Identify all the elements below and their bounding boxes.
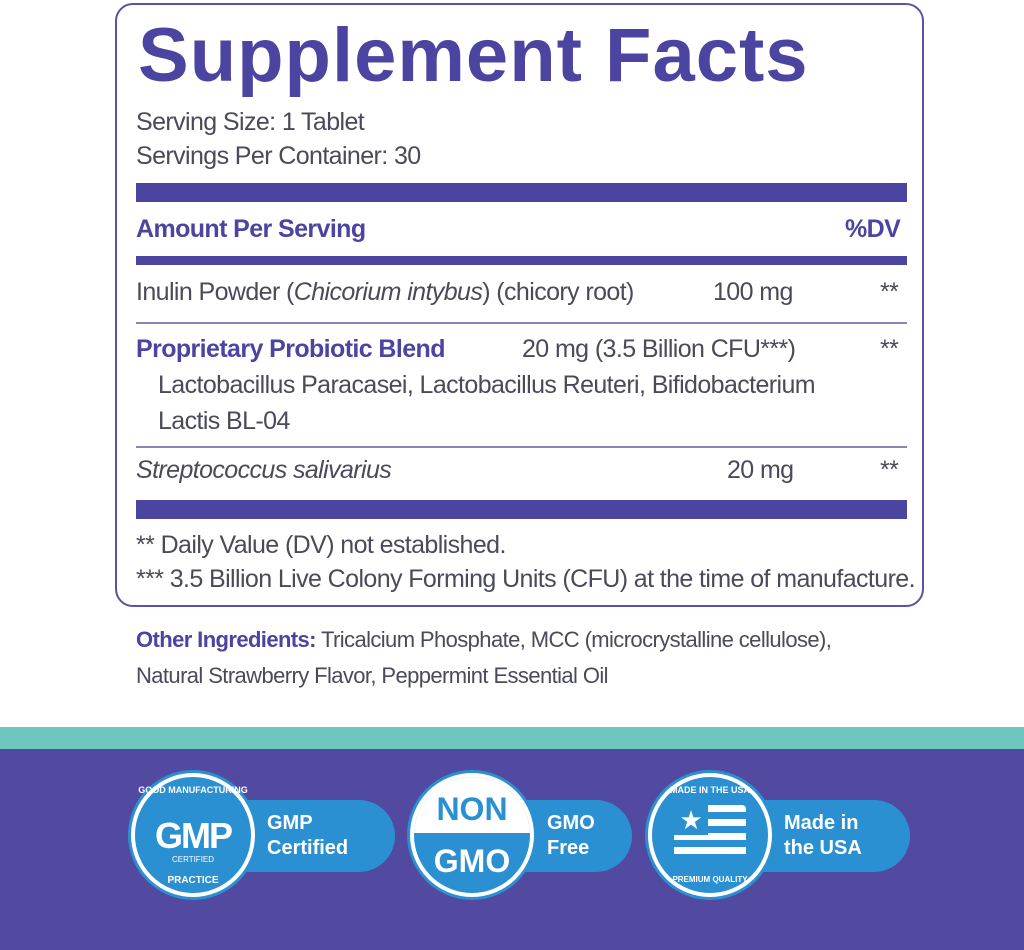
teal-band xyxy=(0,727,1024,749)
row-inulin-dv: ** xyxy=(880,278,899,306)
non-gmo-seal-icon: NON GMO xyxy=(410,773,534,897)
row-inulin-amount: 100 mg xyxy=(713,278,793,306)
divider xyxy=(136,322,907,324)
row-inulin-name: Inulin Powder (Chicorium intybus) (chico… xyxy=(136,278,634,306)
row-probiotic-dv: ** xyxy=(880,335,899,363)
row-strep-name: Streptococcus salivarius xyxy=(136,456,392,484)
divider-thick xyxy=(136,183,907,202)
row-strep-dv: ** xyxy=(880,456,899,484)
row-probiotic-strains-2: Lactis BL-04 xyxy=(158,407,290,435)
made-in-usa-seal-icon: MADE IN THE USA ★ PREMIUM QUALITY xyxy=(648,773,772,897)
divider-medium xyxy=(136,256,907,265)
row-probiotic-name: Proprietary Probiotic Blend xyxy=(136,335,445,363)
row-strep-amount: 20 mg xyxy=(727,456,794,484)
amount-per-serving-header: Amount Per Serving xyxy=(136,215,366,243)
divider-thick xyxy=(136,500,907,519)
other-ingredients: Other Ingredients: Tricalcium Phosphate,… xyxy=(136,627,832,652)
supplement-facts-panel xyxy=(115,3,924,607)
page-title: Supplement Facts xyxy=(138,13,809,98)
row-probiotic-amount: 20 mg (3.5 Billion CFU***) xyxy=(522,335,796,363)
servings-per-container: Servings Per Container: 30 xyxy=(136,142,421,170)
dv-header: %DV xyxy=(845,215,901,243)
gmp-seal-icon: GOOD MANUFACTURING GMP CERTIFIED PRACTIC… xyxy=(131,773,255,897)
serving-size: Serving Size: 1 Tablet xyxy=(136,108,365,136)
footnote-dv: ** Daily Value (DV) not established. xyxy=(136,531,506,559)
row-probiotic-strains: Lactobacillus Paracasei, Lactobacillus R… xyxy=(158,371,816,399)
divider xyxy=(136,446,907,448)
star-icon: ★ xyxy=(674,805,708,835)
other-ingredients-2: Natural Strawberry Flavor, Peppermint Es… xyxy=(136,663,609,688)
footnote-cfu: *** 3.5 Billion Live Colony Forming Unit… xyxy=(136,565,916,593)
